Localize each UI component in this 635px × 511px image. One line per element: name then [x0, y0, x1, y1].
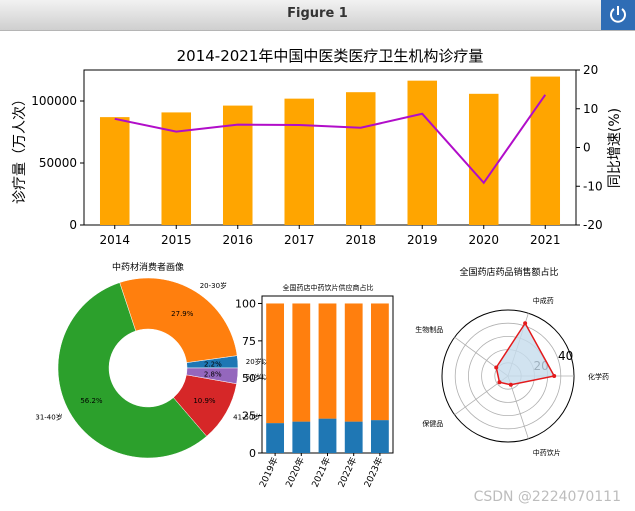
chart2-title: 中药材消费者画像 — [112, 261, 184, 273]
chart4-category-label: 中成药 — [533, 296, 554, 305]
chart2-category-label: 20岁以下 — [246, 357, 276, 366]
chart3-ytick-label: 0 — [249, 447, 256, 460]
chart2-category-label: 51岁以上 — [246, 373, 276, 382]
chart3-bar-segment — [370, 420, 389, 453]
chart1-ytick-label: 100000 — [31, 94, 77, 108]
chart4-data-point — [508, 382, 513, 387]
chart4-data-point — [552, 374, 557, 378]
chart3-xtick-label: 2020年 — [283, 455, 307, 489]
chart1-xtick-label: 2019 — [407, 233, 438, 247]
chart1-xtick-label: 2021 — [530, 233, 561, 247]
chart3-bar-segment — [292, 303, 311, 422]
watermark: CSDN @2224070111 — [473, 489, 621, 505]
chart3-xtick-label: 2021年 — [309, 455, 333, 489]
chart1-ytick-right-label: 0 — [583, 141, 591, 155]
chart4-title: 全国药店药品销售额占比 — [459, 266, 558, 278]
chart1-bar — [530, 76, 561, 226]
chart1-xtick-label: 2018 — [345, 233, 376, 247]
chart3-bar-segment — [318, 418, 337, 453]
chart1-ytick-right-label: 10 — [583, 102, 598, 116]
chart1-ytick-label: 50000 — [39, 156, 77, 170]
chart1-ylabel-right: 同比增速(%) — [607, 108, 623, 188]
chart3-xtick-label: 2023年 — [361, 455, 385, 489]
chart4-rtick-label: 40 — [558, 349, 573, 363]
chart4-category-label: 中药饮片 — [533, 448, 561, 457]
chart3-ytick-label: 50 — [242, 372, 256, 385]
chart-consultations: 2014-2021年中国中医类医疗卫生机构诊疗量 2014 2015 2016 201… — [12, 47, 623, 247]
chart2-pct-label: 56.2% — [80, 397, 103, 405]
chart3-ytick-label: 100 — [235, 297, 256, 310]
chart4-category-label: 化学药 — [588, 372, 609, 381]
chart1-bar — [284, 98, 315, 225]
chart3-bar-segment — [370, 303, 389, 421]
chart1-xtick-label: 2017 — [284, 233, 315, 247]
chart2-category-label: 20-30岁 — [200, 281, 227, 290]
chart4-data-area — [495, 321, 556, 386]
chart1-xtick-label: 2016 — [222, 233, 253, 247]
window-title: Figure 1 — [287, 6, 348, 21]
chart1-bar — [222, 105, 253, 225]
chart2-slice — [119, 277, 238, 363]
chart1-xtick-label: 2015 — [161, 233, 192, 247]
chart1-bar — [407, 80, 438, 225]
chart3-bar-segment — [266, 303, 285, 424]
chart3-xtick-label: 2019年 — [256, 455, 280, 489]
chart2-slice — [186, 367, 239, 385]
chart1-growth-line — [114, 94, 547, 185]
chart3-ytick-label: 75 — [242, 335, 256, 348]
chart1-ytick-right-label: -20 — [583, 218, 603, 232]
power-button[interactable] — [601, 0, 635, 30]
chart3-xtick-label: 2022年 — [335, 455, 359, 489]
chart3-bar-segment — [292, 421, 311, 453]
chart2-pct-label: 27.9% — [171, 310, 194, 318]
chart3-bar-segment — [344, 303, 363, 422]
chart1-bar — [345, 92, 376, 225]
chart3-bar-segment — [266, 423, 285, 453]
chart2-pct-label: 10.9% — [193, 397, 216, 405]
chart1-title: 2014-2021年中国中医类医疗卫生机构诊疗量 — [177, 47, 484, 65]
chart1-ytick-right-label: 20 — [583, 63, 598, 77]
chart4-data-point — [494, 365, 499, 370]
chart1-ytick-right-label: -10 — [583, 179, 603, 193]
chart1-ylabel: 诊疗量（万人次） — [12, 92, 28, 204]
chart3-title: 全国药店中药饮片供应商占比 — [283, 283, 374, 292]
chart-consumer-profile: 中药材消费者画像 2.2% 20岁以下 27.9% 20-30岁 56.2% 31-40岁… — [35, 261, 276, 459]
power-icon — [610, 6, 626, 23]
chart4-category-label: 保健品 — [422, 419, 443, 428]
chart4-data-point — [497, 380, 502, 385]
chart3-bar-segment — [318, 303, 337, 419]
chart1-bar — [99, 117, 130, 225]
window-titlebar: Figure 1 — [0, 0, 635, 31]
chart-supplier-share: 全国药店中药饮片供应商占比 0 25 50 75 100 2019年 2020年 2021年… — [235, 283, 394, 489]
chart1-bar — [468, 93, 499, 225]
chart3-bar-segment — [344, 421, 363, 453]
chart1-xtick-label: 2020 — [468, 233, 499, 247]
chart1-xtick-label: 2014 — [99, 233, 130, 247]
chart2-category-label: 41-50岁 — [233, 413, 260, 422]
chart4-data-point — [523, 321, 528, 326]
chart1-frame — [83, 69, 577, 226]
chart2-category-label: 31-40岁 — [35, 412, 62, 421]
chart2-pct-label: 2.2% — [204, 361, 222, 369]
chart2-pct-label: 2.8% — [204, 371, 222, 379]
chart3-ytick-label: 25 — [242, 410, 256, 423]
chart4-category-label: 生物制品 — [415, 325, 443, 334]
chart1-ytick-label: 0 — [69, 218, 77, 232]
